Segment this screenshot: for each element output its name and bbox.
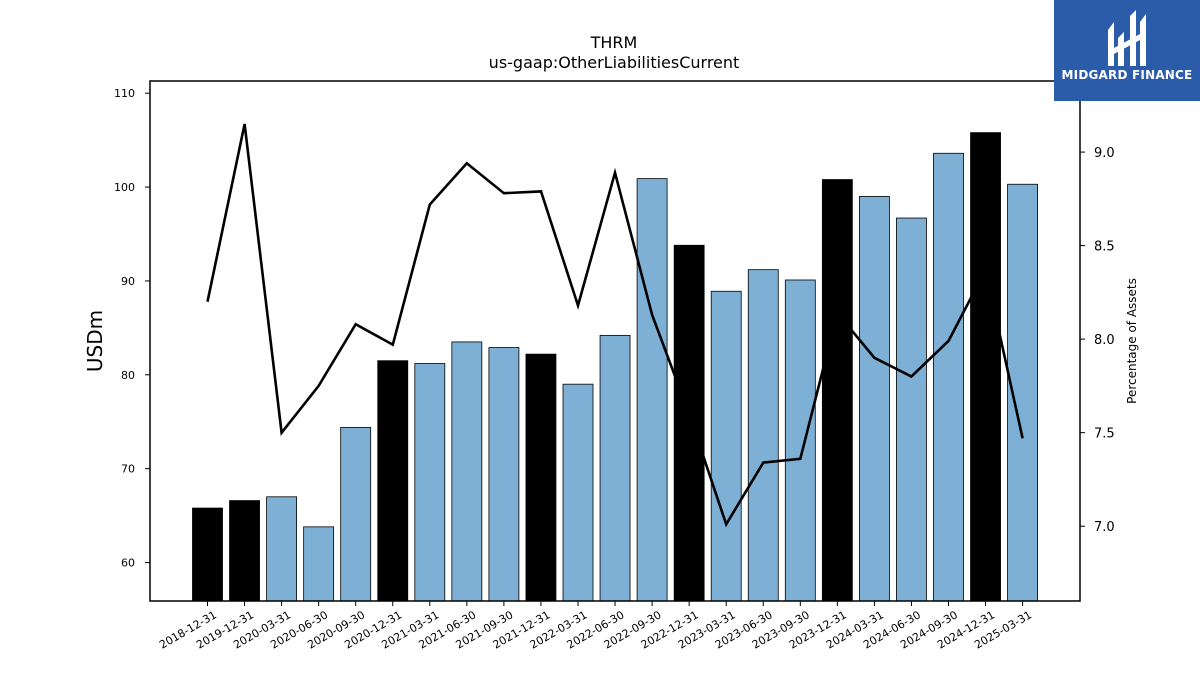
brand-logo-text: MIDGARD FINANCE	[1061, 68, 1193, 82]
y2-axis: 7.0 7.5 8.0 8.5 9.0	[1080, 146, 1115, 535]
y2-tick-label: 9.0	[1094, 146, 1115, 161]
y2-tick-label: 8.5	[1094, 240, 1115, 255]
bar-2022-03-31	[562, 383, 594, 602]
bar-2022-09-30	[636, 178, 668, 602]
bar-2019-12-31	[229, 500, 260, 602]
line-series	[206, 123, 1024, 528]
bar-2021-06-30	[451, 341, 483, 602]
bar-2021-09-30	[488, 347, 520, 602]
y-tick-label: 70	[121, 463, 135, 476]
x-axis: 2018-12-312019-12-312020-03-312020-06-30…	[157, 601, 1034, 652]
bar-2023-03-31	[710, 290, 742, 602]
y2-tick-label: 8.0	[1094, 333, 1115, 348]
y2-axis-label: Percentage of Assets	[1125, 278, 1139, 404]
y-tick-label: 80	[121, 369, 135, 382]
bar-series	[192, 132, 1038, 602]
y-tick-label: 60	[121, 557, 135, 570]
bar-2022-06-30	[599, 334, 631, 602]
y2-tick-label: 7.0	[1094, 520, 1115, 535]
bar-2020-12-31	[377, 360, 409, 602]
bar-2018-12-31	[192, 507, 223, 602]
bar-2020-03-31	[266, 496, 298, 602]
bar-2021-03-31	[414, 363, 446, 602]
bar-2023-06-30	[747, 269, 779, 602]
bar-2024-12-31	[970, 132, 1001, 602]
bar-2023-12-31	[821, 179, 853, 602]
bar-2021-12-31	[525, 353, 557, 602]
bar-2023-09-30	[784, 279, 816, 602]
brand-logo: MIDGARD FINANCE	[1054, 0, 1200, 101]
bar-2020-06-30	[303, 526, 335, 602]
y2-tick-label: 7.5	[1094, 427, 1115, 442]
bar-2024-09-30	[933, 152, 964, 602]
bar-2022-12-31	[673, 244, 705, 602]
chart-subtitle: us-gaap:OtherLiabilitiesCurrent	[489, 53, 740, 72]
y-tick-label: 90	[121, 275, 135, 288]
chart-title: THRM	[590, 33, 638, 52]
y-tick-label: 100	[114, 181, 135, 194]
y-axis-label: USDm	[83, 310, 107, 372]
y-tick-label: 110	[114, 87, 135, 100]
midgard-logo-icon	[1108, 10, 1146, 66]
bar-2020-09-30	[340, 426, 372, 602]
bar-2024-03-31	[859, 196, 890, 602]
bar-2024-06-30	[896, 217, 927, 602]
y-axis: 60 70 80 90 100 110	[114, 87, 150, 570]
